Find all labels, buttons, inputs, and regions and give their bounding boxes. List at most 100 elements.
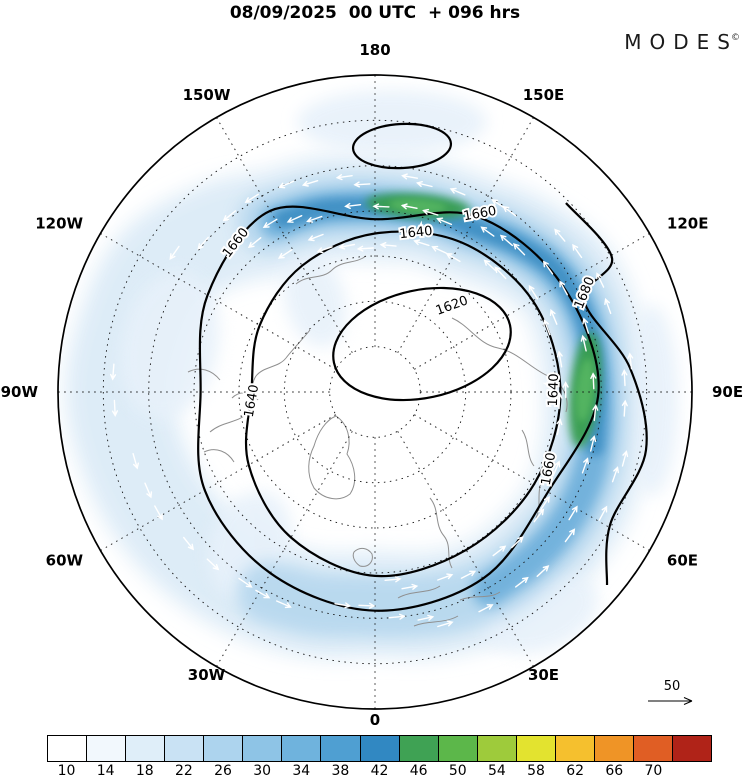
reference-arrow	[648, 697, 693, 705]
modes-logo: MODES©	[624, 30, 740, 54]
wind-arrow	[306, 215, 323, 223]
wind-arrow	[154, 505, 163, 521]
wind-arrow	[543, 319, 551, 336]
coastline-europe	[397, 585, 501, 627]
wind-arrow	[596, 272, 605, 288]
wind-arrow	[499, 234, 513, 247]
colorbar-cell	[516, 736, 556, 761]
colorbar-cell	[477, 736, 517, 761]
colorbar-tick-label: 46	[409, 763, 428, 779]
lon-label-90E: 90E	[712, 383, 743, 401]
jet-core-green-inner	[576, 358, 594, 422]
colorbar-tick-label: 18	[135, 763, 154, 779]
wind-speed-shading	[65, 90, 678, 659]
jet-core-green-inner	[389, 199, 447, 213]
coastline-greenland	[308, 415, 356, 500]
wind-arrow	[460, 570, 477, 579]
wind-arrow	[528, 284, 539, 300]
wind-arrow	[388, 613, 406, 620]
wind-arrow	[512, 242, 526, 256]
wind-arrow	[436, 217, 453, 226]
colorbar-cell	[673, 736, 712, 761]
lon-label-120W: 120W	[35, 215, 83, 233]
wind-arrow	[415, 181, 433, 188]
wind-arrow	[384, 576, 402, 583]
wind-arrow	[494, 266, 507, 280]
lon-label-120E: 120E	[667, 215, 709, 233]
map-frame	[57, 74, 693, 710]
wind-arrow	[627, 352, 634, 370]
coastlines	[187, 255, 568, 627]
wind-arrow	[356, 245, 374, 252]
wind-arrow	[552, 460, 561, 477]
colorbar-labels: 10 14 18 22 26 30 34 38 42 46 50 54 58 62 66 70	[47, 763, 712, 779]
latitude-circle	[238, 255, 512, 529]
wind-arrow	[372, 203, 390, 210]
wind-arrow	[307, 233, 324, 242]
colorbar-cell	[243, 736, 283, 761]
wind-arrow	[564, 528, 576, 543]
wind-arrow	[502, 205, 517, 217]
lon-label-60E: 60E	[667, 552, 698, 570]
colorbar-tick-label: 42	[370, 763, 389, 779]
map-boundary-circle	[57, 74, 693, 710]
wind-arrow	[536, 565, 550, 577]
latitude-circle	[193, 210, 557, 574]
contour-1640	[244, 230, 562, 578]
latitude-circle	[283, 300, 467, 484]
contour-1680	[565, 202, 648, 586]
geopotential-contours	[197, 122, 648, 612]
wind-arrow	[244, 193, 260, 204]
wind-arrow	[276, 600, 292, 609]
wind-arrow	[554, 228, 566, 242]
wind-arrow	[621, 369, 628, 387]
contour-label: 1640	[399, 224, 433, 242]
colorbar-cell	[48, 736, 88, 761]
colorbar-cell	[555, 736, 595, 761]
wind-arrow	[197, 236, 209, 250]
wind-arrow	[549, 308, 558, 325]
wind-arrow	[344, 202, 362, 209]
wind-arrow	[222, 210, 237, 222]
colorbar-tick-label: 58	[527, 763, 545, 779]
colorbar-tick-label: 22	[175, 763, 193, 779]
colorbar-cell	[399, 736, 439, 761]
chart-title: 08/09/2025 00 UTC + 096 hrs	[229, 3, 521, 23]
wind-arrow	[431, 245, 447, 254]
light-wind-patch	[626, 305, 678, 495]
wind-arrow	[238, 577, 253, 588]
wind-arrow	[277, 249, 293, 259]
lon-label-150W: 150W	[183, 86, 231, 104]
wind-arrow	[255, 589, 271, 599]
wind-arrow	[111, 399, 118, 417]
wind-arrow	[581, 457, 589, 474]
colorbar-tick-label: 26	[214, 763, 232, 779]
coastline-hudson	[187, 368, 259, 463]
contour-closed-polar-low	[351, 122, 453, 170]
wind-arrow	[582, 317, 590, 334]
contour-label: 1620	[434, 293, 470, 318]
colorbar-cell	[126, 736, 166, 761]
modes-logo-text: MODES	[624, 30, 738, 54]
wind-arrow	[338, 243, 356, 250]
wind-arrow	[621, 399, 628, 417]
colorbar-tick-label: 10	[57, 763, 76, 779]
lon-label-150E: 150E	[523, 86, 565, 104]
reference-vector-value: 50	[663, 679, 681, 694]
colorbar-cell	[438, 736, 478, 761]
wind-arrow	[437, 620, 454, 628]
wind-arrow	[206, 558, 220, 571]
colorbar-tick-label: 30	[253, 763, 272, 779]
wind-arrow	[611, 466, 619, 483]
wind-arrow	[169, 245, 180, 261]
wind-arrow	[262, 218, 278, 228]
wind-arrow	[621, 450, 629, 467]
wind-arrow	[286, 215, 303, 223]
wind-arrow	[401, 173, 418, 180]
wind-arrow	[491, 199, 506, 210]
colorbar-tick-label: 14	[96, 763, 115, 779]
wind-arrow	[556, 418, 563, 436]
wind-arrow	[316, 246, 333, 254]
